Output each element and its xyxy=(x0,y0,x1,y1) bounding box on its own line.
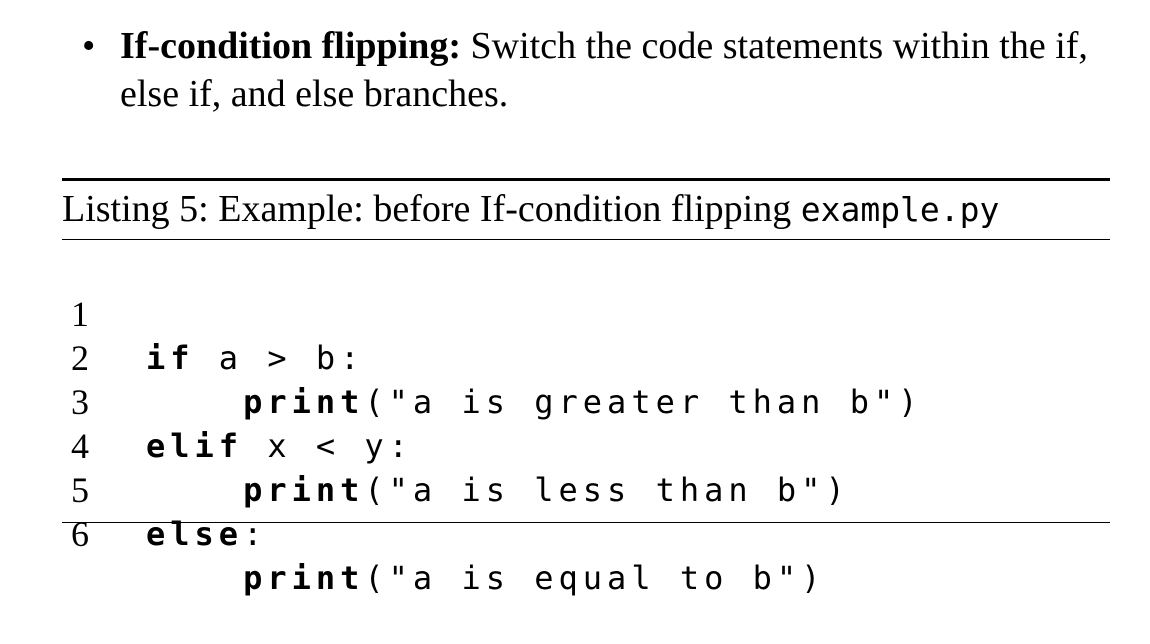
code-line: 5 else: xyxy=(62,424,1110,468)
code-rest: : xyxy=(243,515,267,553)
listing-caption-text: Listing 5: Example: before If-condition … xyxy=(62,188,801,230)
bullet-dot: • xyxy=(82,22,95,70)
code-block: 1 if a > b: 2 print("a is greater than b… xyxy=(62,240,1110,522)
code-indent xyxy=(146,559,243,597)
code-line: 1 if a > b: xyxy=(62,248,1110,292)
code-line: 4 print("a is less than b") xyxy=(62,380,1110,424)
code-line: 6 print("a is equal to b") xyxy=(62,468,1110,512)
bullet-term: If-condition flipping: xyxy=(120,25,461,67)
code-keyword: print xyxy=(243,559,364,597)
bullet-item: • If-condition flipping: Switch the code… xyxy=(82,22,1132,118)
code-rest: ("a is equal to b") xyxy=(364,559,825,597)
code-listing: Listing 5: Example: before If-condition … xyxy=(62,178,1110,523)
code-line: 2 print("a is greater than b") xyxy=(62,292,1110,336)
code-line: 3 elif x < y: xyxy=(62,336,1110,380)
line-code: print("a is equal to b") xyxy=(146,556,825,600)
code-keyword: else xyxy=(146,515,243,553)
line-number: 6 xyxy=(62,512,98,556)
listing-caption-filename: example.py xyxy=(801,190,1000,229)
listing-caption: Listing 5: Example: before If-condition … xyxy=(62,181,1110,239)
bullet-text: If-condition flipping: Switch the code s… xyxy=(120,22,1132,118)
line-code: else: xyxy=(146,512,267,556)
